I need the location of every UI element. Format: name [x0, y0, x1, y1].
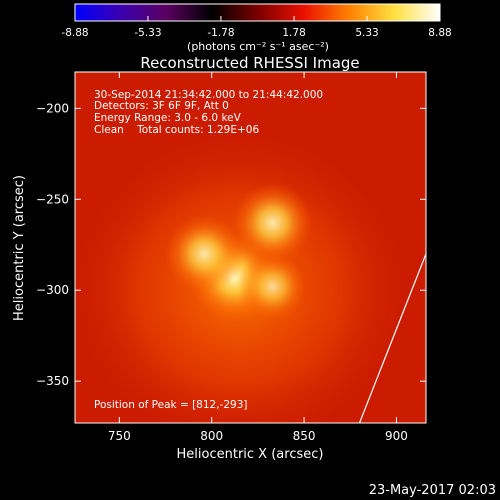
x-axis: 750 800 850 900 [108, 72, 408, 443]
x-tick-label: 800 [200, 429, 223, 443]
annotation-time-range: 30-Sep-2014 21:34:42.000 to 21:44:42.000 [94, 89, 323, 101]
annotation-peak-position: Position of Peak = [812,-293] [94, 399, 248, 411]
colorbar-ticks: -8.88 -5.33 -1.78 1.78 5.33 8.88 [61, 16, 452, 39]
footer-date: 23-May-2017 02:03 [369, 483, 496, 498]
x-axis-label: Heliocentric X (arcsec) [177, 447, 324, 462]
colorbar-tick-label: -1.78 [207, 27, 234, 39]
colorbar-tick-label: 8.88 [428, 27, 451, 39]
y-tick-label: −300 [36, 283, 69, 297]
annotation-clean-counts: Clean Total counts: 1.29E+06 [94, 124, 259, 136]
y-tick-label: −200 [36, 101, 69, 115]
x-tick-label: 900 [385, 429, 408, 443]
x-tick-label: 850 [293, 429, 316, 443]
y-tick-label: −350 [36, 374, 69, 388]
colorbar-tick-label: 5.33 [355, 27, 378, 39]
colorbar [74, 3, 441, 22]
colorbar-units-label: (photons cm⁻² s⁻¹ asec⁻²) [187, 40, 329, 53]
heatmap-image [75, 72, 426, 423]
y-axis: −200 −250 −300 −350 [36, 101, 426, 388]
colorbar-tick-label: -8.88 [61, 27, 88, 39]
plot-frame [74, 71, 427, 424]
y-tick-label: −250 [36, 192, 69, 206]
solar-limb-line [358, 253, 426, 423]
annotation-detectors: Detectors: 3F 6F 9F, Att 0 [94, 100, 229, 112]
y-axis-label: Heliocentric Y (arcsec) [12, 175, 27, 321]
colorbar-tick-label: 1.78 [282, 27, 305, 39]
x-tick-label: 750 [108, 429, 131, 443]
chart-title: Reconstructed RHESSI Image [140, 54, 359, 72]
emission-sources [165, 182, 313, 322]
emission-source [165, 214, 244, 294]
annotation-energy: Energy Range: 3.0 - 6.0 keV [94, 112, 242, 124]
colorbar-tick-label: -5.33 [134, 27, 161, 39]
emission-source [238, 252, 307, 321]
